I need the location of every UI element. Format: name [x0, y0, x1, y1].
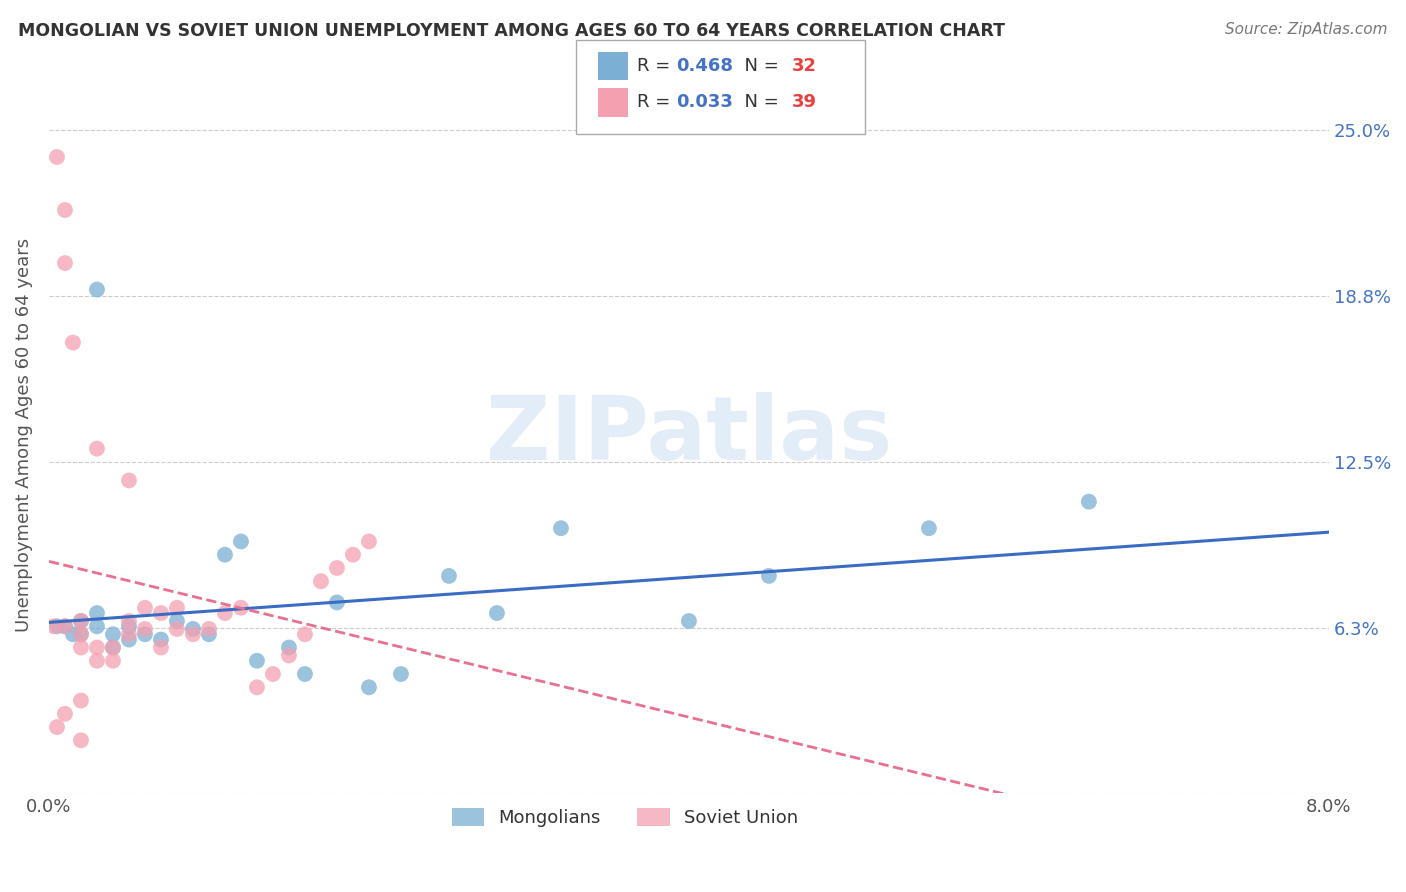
Point [214, 548, 236, 562]
Text: R =: R = [637, 94, 676, 112]
Point [294, 627, 316, 641]
Point [134, 627, 156, 641]
Point [758, 569, 780, 583]
Point [118, 474, 141, 488]
Y-axis label: Unemployment Among Ages 60 to 64 years: Unemployment Among Ages 60 to 64 years [15, 238, 32, 632]
Point [149, 632, 172, 647]
Point [181, 622, 204, 636]
Point [70, 614, 93, 628]
Text: ZIPatlas: ZIPatlas [486, 392, 891, 479]
Point [46, 619, 69, 633]
Point [101, 640, 124, 655]
Point [118, 619, 141, 633]
Point [70, 627, 93, 641]
Point [70, 640, 93, 655]
Point [86, 640, 108, 655]
Point [70, 614, 93, 628]
Point [86, 606, 108, 620]
Point [62, 627, 84, 641]
Point [246, 654, 269, 668]
Point [118, 614, 141, 628]
Point [278, 640, 301, 655]
Text: N =: N = [733, 57, 785, 75]
Point [86, 442, 108, 456]
Point [166, 600, 188, 615]
Point [278, 648, 301, 663]
Point [326, 595, 349, 609]
Legend: Mongolians, Soviet Union: Mongolians, Soviet Union [444, 801, 806, 834]
Point [918, 521, 941, 535]
Point [389, 667, 412, 681]
Text: R =: R = [637, 57, 676, 75]
Text: N =: N = [733, 94, 785, 112]
Point [357, 534, 380, 549]
Point [357, 681, 380, 695]
Text: MONGOLIAN VS SOVIET UNION UNEMPLOYMENT AMONG AGES 60 TO 64 YEARS CORRELATION CHA: MONGOLIAN VS SOVIET UNION UNEMPLOYMENT A… [18, 22, 1005, 40]
Point [53, 619, 76, 633]
Point [70, 733, 93, 747]
Point [229, 534, 252, 549]
Point [181, 627, 204, 641]
Point [214, 606, 236, 620]
Point [53, 256, 76, 270]
Point [166, 614, 188, 628]
Point [70, 627, 93, 641]
Point [134, 600, 156, 615]
Point [342, 548, 364, 562]
Point [262, 667, 284, 681]
Point [118, 632, 141, 647]
Point [101, 654, 124, 668]
Point [149, 640, 172, 655]
Point [42, 619, 65, 633]
Point [326, 561, 349, 575]
Point [134, 622, 156, 636]
Point [53, 619, 76, 633]
Point [437, 569, 460, 583]
Point [678, 614, 700, 628]
Point [166, 622, 188, 636]
Point [86, 619, 108, 633]
Point [229, 600, 252, 615]
Point [101, 627, 124, 641]
Point [309, 574, 332, 589]
Point [550, 521, 572, 535]
Point [46, 150, 69, 164]
Point [86, 283, 108, 297]
Text: 0.033: 0.033 [676, 94, 733, 112]
Point [86, 654, 108, 668]
Point [46, 720, 69, 734]
Point [1077, 494, 1099, 508]
Point [198, 622, 221, 636]
Point [485, 606, 508, 620]
Point [53, 706, 76, 721]
Text: 32: 32 [792, 57, 817, 75]
Point [53, 202, 76, 217]
Point [118, 627, 141, 641]
Text: 39: 39 [792, 94, 817, 112]
Point [101, 640, 124, 655]
Point [198, 627, 221, 641]
Point [246, 681, 269, 695]
Point [62, 335, 84, 350]
Text: Source: ZipAtlas.com: Source: ZipAtlas.com [1225, 22, 1388, 37]
Point [70, 693, 93, 707]
Point [149, 606, 172, 620]
Point [294, 667, 316, 681]
Text: 0.468: 0.468 [676, 57, 734, 75]
